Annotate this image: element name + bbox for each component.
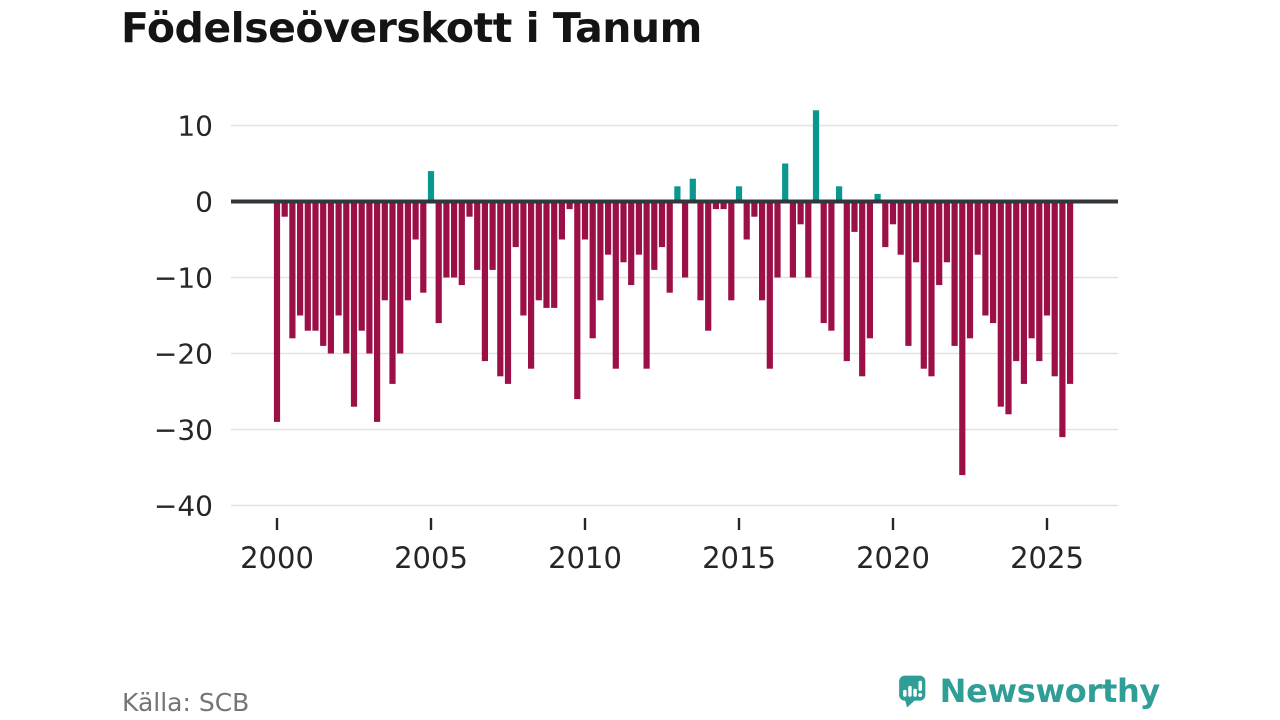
svg-text:0: 0 — [195, 186, 213, 219]
newsworthy-logo-icon — [899, 675, 926, 708]
y-axis-labels: 10 0 −10 −20 −30 −40 — [154, 110, 213, 523]
svg-text:−20: −20 — [154, 338, 213, 371]
svg-text:−10: −10 — [154, 262, 213, 295]
newsworthy-logo-text: Newsworthy — [939, 672, 1161, 710]
source-attribution: Källa: SCB — [122, 688, 250, 717]
svg-text:2015: 2015 — [702, 541, 776, 575]
bars — [273, 110, 1074, 476]
chart-title: Födelseöverskott i Tanum — [121, 4, 702, 52]
svg-text:10: 10 — [177, 110, 213, 143]
birth-surplus-bar-chart: 10 0 −10 −20 −30 −40 2000 2005 2010 2015 2020 2025 — [154, 110, 1118, 575]
svg-text:2020: 2020 — [856, 541, 930, 575]
svg-text:2025: 2025 — [1010, 541, 1084, 575]
svg-text:−40: −40 — [154, 490, 213, 523]
newsworthy-logo: Newsworthy — [898, 662, 1160, 720]
svg-text:2010: 2010 — [548, 541, 622, 575]
svg-text:2005: 2005 — [394, 541, 468, 575]
svg-text:−30: −30 — [154, 414, 213, 447]
svg-text:2000: 2000 — [240, 541, 314, 575]
x-axis-ticks-labels: 2000 2005 2010 2015 2020 2025 — [240, 518, 1084, 575]
